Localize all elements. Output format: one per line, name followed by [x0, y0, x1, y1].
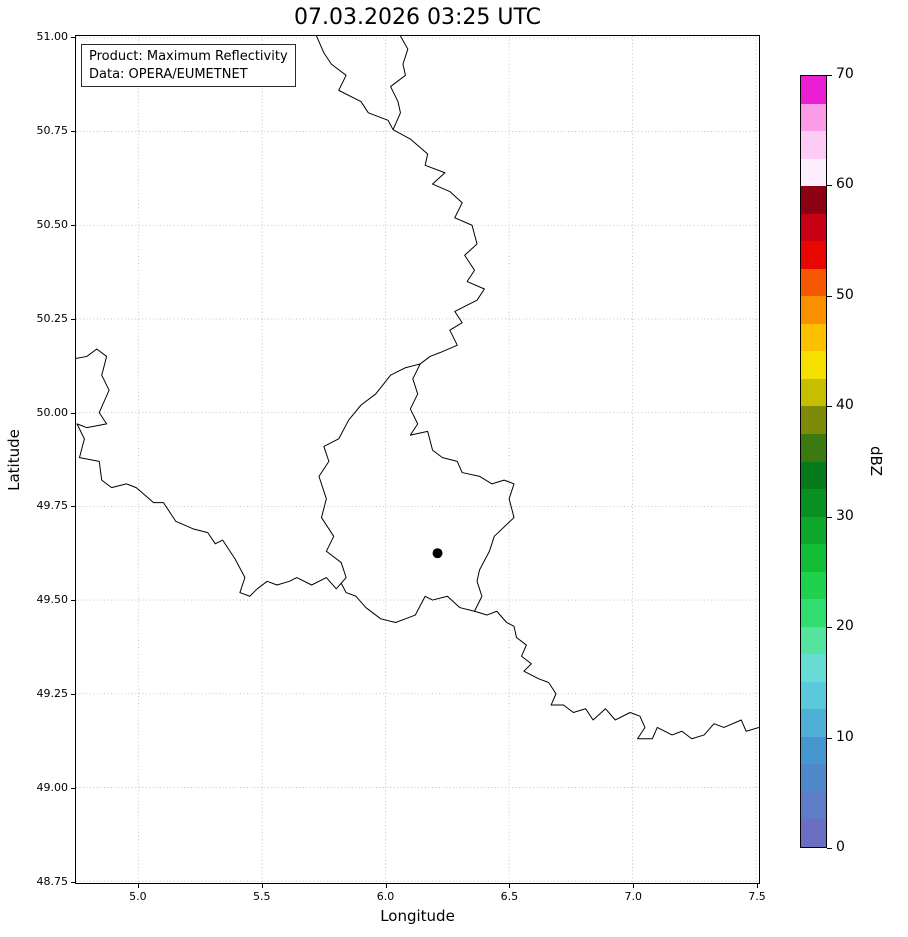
colorbar-tickmark: [827, 185, 832, 186]
y-tick-label: 50.50: [36, 217, 69, 231]
y-tick-label: 48.75: [36, 875, 69, 889]
colorbar-band: [801, 323, 826, 352]
colorbar-tick-label: 20: [836, 618, 854, 634]
colorbar-band: [801, 351, 826, 379]
y-axis-label: Latitude: [5, 429, 23, 491]
colorbar-band: [801, 185, 826, 214]
y-tick-label: 50.25: [36, 311, 69, 325]
colorbar-band: [801, 488, 826, 517]
x-tick-label: 6.5: [500, 890, 519, 903]
y-tick-label: 49.25: [36, 687, 69, 701]
colorbar: [800, 75, 827, 848]
colorbar-band: [801, 268, 826, 297]
colorbar-band: [801, 736, 826, 765]
border-nl-de: [390, 36, 409, 130]
y-tickmark: [71, 882, 75, 884]
map-canvas: [76, 36, 759, 883]
colorbar-tick-label: 10: [836, 729, 854, 745]
colorbar-tickmark: [827, 738, 832, 739]
colorbar-band: [801, 406, 826, 434]
colorbar-band: [801, 516, 826, 545]
y-tickmark: [71, 318, 75, 320]
colorbar-band: [801, 571, 826, 600]
y-tickmark: [71, 694, 75, 696]
colorbar-band: [801, 681, 826, 710]
border-be-de: [392, 129, 485, 365]
colorbar-label: dBZ: [867, 445, 885, 477]
border-be-fr: [76, 348, 342, 597]
colorbar-tickmark: [827, 848, 832, 849]
site-marker: [432, 548, 443, 559]
x-tickmark: [385, 884, 387, 888]
y-tick-label: 49.50: [36, 593, 69, 607]
y-tickmark: [71, 130, 75, 132]
colorbar-tick-label: 40: [836, 397, 854, 413]
colorbar-band: [801, 295, 826, 324]
colorbar-band: [801, 708, 826, 737]
colorbar-tick-label: 30: [836, 508, 854, 524]
colorbar-band: [801, 653, 826, 682]
colorbar-band: [801, 461, 826, 490]
y-tick-label: 51.00: [36, 29, 69, 43]
x-tickmark: [509, 884, 511, 888]
y-tickmark: [71, 788, 75, 790]
border-nl-be: [316, 36, 394, 130]
colorbar-tick-label: 50: [836, 287, 854, 303]
y-tick-label: 49.00: [36, 781, 69, 795]
colorbar-band: [801, 819, 826, 847]
x-tickmark: [757, 884, 759, 888]
x-tick-label: 5.0: [129, 890, 147, 903]
y-tickmark: [71, 36, 75, 38]
y-tickmark: [71, 224, 75, 226]
x-tick-label: 7.0: [624, 890, 642, 903]
colorbar-band: [801, 158, 826, 187]
x-tickmark: [633, 884, 635, 888]
colorbar-tickmark: [827, 75, 832, 76]
x-tick-label: 5.5: [252, 890, 271, 903]
y-tickmark: [71, 506, 75, 508]
annotation-box: Product: Maximum Reflectivity Data: OPER…: [81, 44, 296, 88]
border-fr-de: [474, 610, 759, 740]
colorbar-band: [801, 240, 826, 269]
colorbar-band: [801, 130, 826, 159]
y-tick-label: 49.75: [36, 499, 69, 513]
y-tick-label: 50.75: [36, 123, 69, 137]
annotation-data-line: Data: OPERA/EUMETNET: [89, 66, 248, 82]
colorbar-band: [801, 103, 826, 132]
colorbar-tick-label: 60: [836, 176, 854, 192]
colorbar-band: [801, 791, 826, 820]
x-tick-label: 6.0: [376, 890, 395, 903]
colorbar-tickmark: [827, 296, 832, 297]
colorbar-band: [801, 433, 826, 462]
colorbar-band: [801, 543, 826, 572]
plot-title: 07.03.2026 03:25 UTC: [294, 5, 541, 30]
colorbar-band: [801, 598, 826, 627]
y-tickmark: [71, 600, 75, 602]
border-luxembourg: [318, 363, 515, 624]
x-tick-label: 7.5: [748, 890, 766, 903]
colorbar-tickmark: [827, 406, 832, 407]
x-tickmark: [261, 884, 263, 888]
y-tickmark: [71, 412, 75, 414]
colorbar-tickmark: [827, 627, 832, 628]
colorbar-band: [801, 75, 826, 104]
colorbar-band: [801, 378, 826, 407]
x-tickmark: [137, 884, 139, 888]
colorbar-band: [801, 764, 826, 792]
colorbar-tick-label: 70: [836, 66, 854, 82]
x-axis-label: Longitude: [380, 907, 455, 925]
map-plot-area: [75, 35, 760, 884]
colorbar-tick-label: 0: [836, 839, 845, 855]
y-tick-label: 50.00: [36, 405, 69, 419]
colorbar-band: [801, 626, 826, 655]
colorbar-band: [801, 213, 826, 242]
colorbar-tickmark: [827, 517, 832, 518]
annotation-product-line: Product: Maximum Reflectivity: [89, 49, 288, 64]
